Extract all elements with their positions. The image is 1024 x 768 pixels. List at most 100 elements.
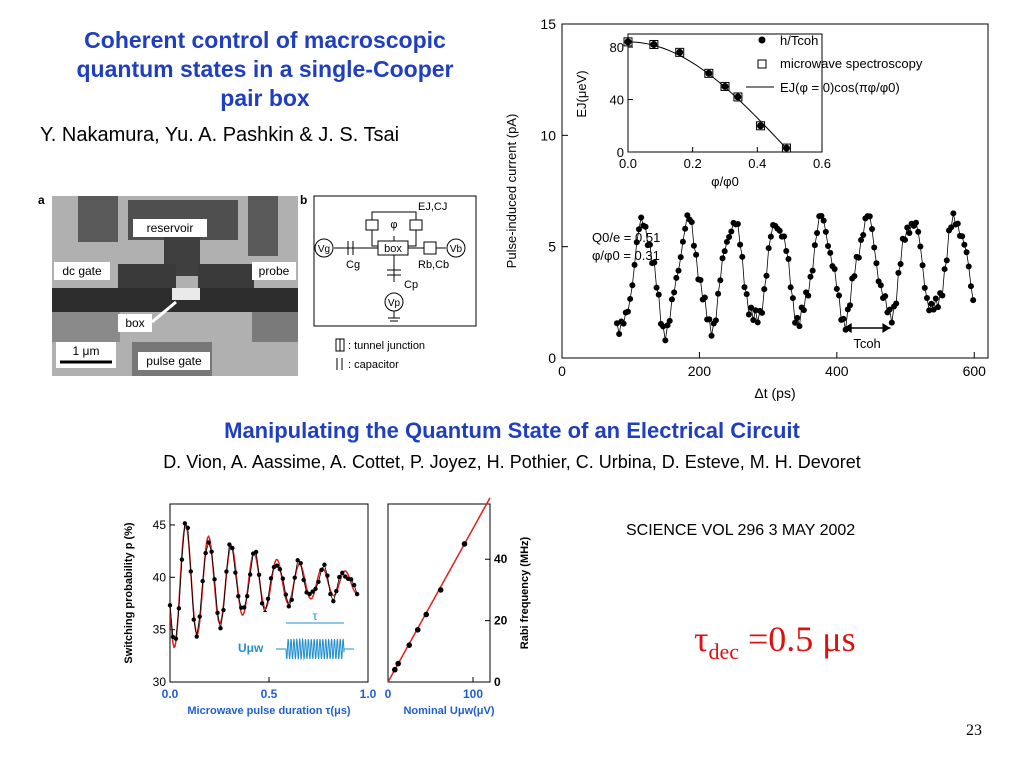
main-data-point (781, 233, 788, 240)
main-data-point (860, 232, 867, 239)
circuit-rbcb: Rb,Cb (418, 259, 449, 271)
rabi-data-point (224, 569, 229, 574)
circuit-phi: φ (390, 219, 397, 231)
main-data-point (831, 266, 838, 273)
tau-dec-formula: τdec =0.5 μs (694, 618, 856, 665)
title-2: Manipulating the Quantum State of an Ele… (224, 418, 800, 443)
label-pulse-gate: pulse gate (146, 354, 202, 368)
main-data-point (759, 309, 766, 316)
main-data-point (877, 282, 884, 289)
inset-dot-point (676, 48, 684, 56)
main-ytick-label-2: 10 (540, 127, 556, 143)
rabi-data-point (301, 577, 306, 583)
main-data-point (750, 316, 757, 323)
rabi-data-point (173, 636, 179, 641)
main-data-point (734, 220, 741, 227)
tcoh-arrow-head-right (882, 323, 891, 333)
rabi-data-point (203, 550, 208, 556)
vion-rabi-chart: 0.0 0.5 1.0 30 35 40 45 Microwave pulse duratio… (123, 503, 377, 717)
rabi-data-point (206, 540, 211, 545)
main-data-point (912, 219, 919, 226)
rabi-data-point (298, 561, 303, 566)
vion-frequency-chart: 0 100 0 20 40 Nominal Uμw(μV) Rabi frequency (… (385, 497, 531, 717)
rabi-data-point (277, 566, 283, 572)
rabi-data-point (256, 572, 262, 578)
rabi-data-point (221, 607, 226, 613)
main-data-point (882, 293, 889, 300)
legend-tunnel-junction: : tunnel junction (348, 340, 425, 352)
main-data-point (897, 261, 904, 268)
micrograph-panel: a reservoir dc gate probe box 1 μm pulse… (38, 193, 298, 376)
inset-dot-point (734, 93, 742, 101)
main-data-point (748, 304, 755, 311)
main-xtick-label-1: 200 (688, 363, 712, 379)
rabi-data-line (169, 522, 358, 640)
title-1-line-1: Coherent control of macroscopic (84, 27, 446, 53)
rabi-data-point (337, 574, 342, 580)
inset-square-point (675, 47, 685, 57)
main-data-point (638, 214, 645, 221)
rabi-data-point (215, 610, 220, 616)
rabi-data-point (179, 557, 185, 562)
inset-dot-point (782, 144, 790, 152)
inset-square-point (781, 143, 791, 153)
freq-ylabel: Rabi frequency (MHz) (519, 536, 531, 649)
circuit-vg: Vg (318, 244, 330, 255)
rabi-data-point (289, 597, 294, 603)
freq-frame (387, 503, 491, 683)
main-data-point (963, 249, 970, 256)
main-data-point (708, 332, 715, 339)
main-data-point (825, 242, 832, 249)
label-scale: 1 μm (73, 344, 100, 358)
panel-label-b: b (300, 193, 307, 207)
main-data-point (901, 236, 908, 243)
main-data-point (950, 210, 957, 217)
main-data-point (721, 248, 728, 255)
inset-dot-point (757, 122, 765, 130)
legend-capacitor: : capacitor (348, 359, 399, 371)
main-data-point (893, 300, 900, 307)
citation: SCIENCE VOL 296 3 MAY 2002 (626, 522, 856, 539)
main-data-point (814, 230, 821, 237)
rabi-xtick-label-1: 0.5 (261, 687, 278, 701)
main-data-point (620, 320, 627, 327)
main-data-point (792, 319, 799, 326)
rabi-data-point (331, 599, 336, 604)
inset-square-point (623, 37, 633, 47)
main-ytick-label-1: 5 (548, 239, 556, 255)
main-data-point (633, 239, 640, 246)
inset-square-point (704, 68, 714, 78)
main-data-point (967, 283, 974, 290)
main-data-point (693, 251, 700, 258)
main-data-point (765, 245, 772, 252)
main-data-point (785, 256, 792, 263)
rabi-data-point (197, 614, 202, 619)
rabi-data-point (259, 601, 265, 606)
rabi-data-point (253, 549, 259, 555)
inset-ylabel: EJ(μeV) (574, 70, 589, 117)
inset-xtick-label-0: 0.0 (619, 156, 637, 171)
main-data-point (934, 304, 941, 311)
rabi-data-point (354, 591, 360, 597)
rabi-data-point (188, 569, 193, 574)
rabi-data-point (185, 525, 191, 531)
inset-square-point (733, 92, 743, 102)
main-data-point (805, 292, 812, 299)
main-plot-frame (561, 23, 989, 359)
main-data-point (858, 237, 865, 244)
main-data-point (666, 317, 673, 324)
label-probe: probe (259, 264, 290, 278)
rabi-data-point (200, 578, 205, 584)
rabi-data-point (209, 549, 214, 554)
main-data-point (624, 308, 631, 315)
inset-dot-point (624, 38, 632, 46)
main-data-point (717, 277, 724, 284)
main-data-point (822, 228, 829, 235)
rabi-xlabel: Microwave pulse duration τ(μs) (187, 705, 351, 717)
circuit-ejcj: EJ,CJ (418, 201, 447, 213)
main-data-point (642, 223, 649, 230)
main-data-point (675, 267, 682, 274)
rabi-data-point (191, 617, 196, 622)
main-data-point (948, 224, 955, 231)
main-data-point (739, 253, 746, 260)
